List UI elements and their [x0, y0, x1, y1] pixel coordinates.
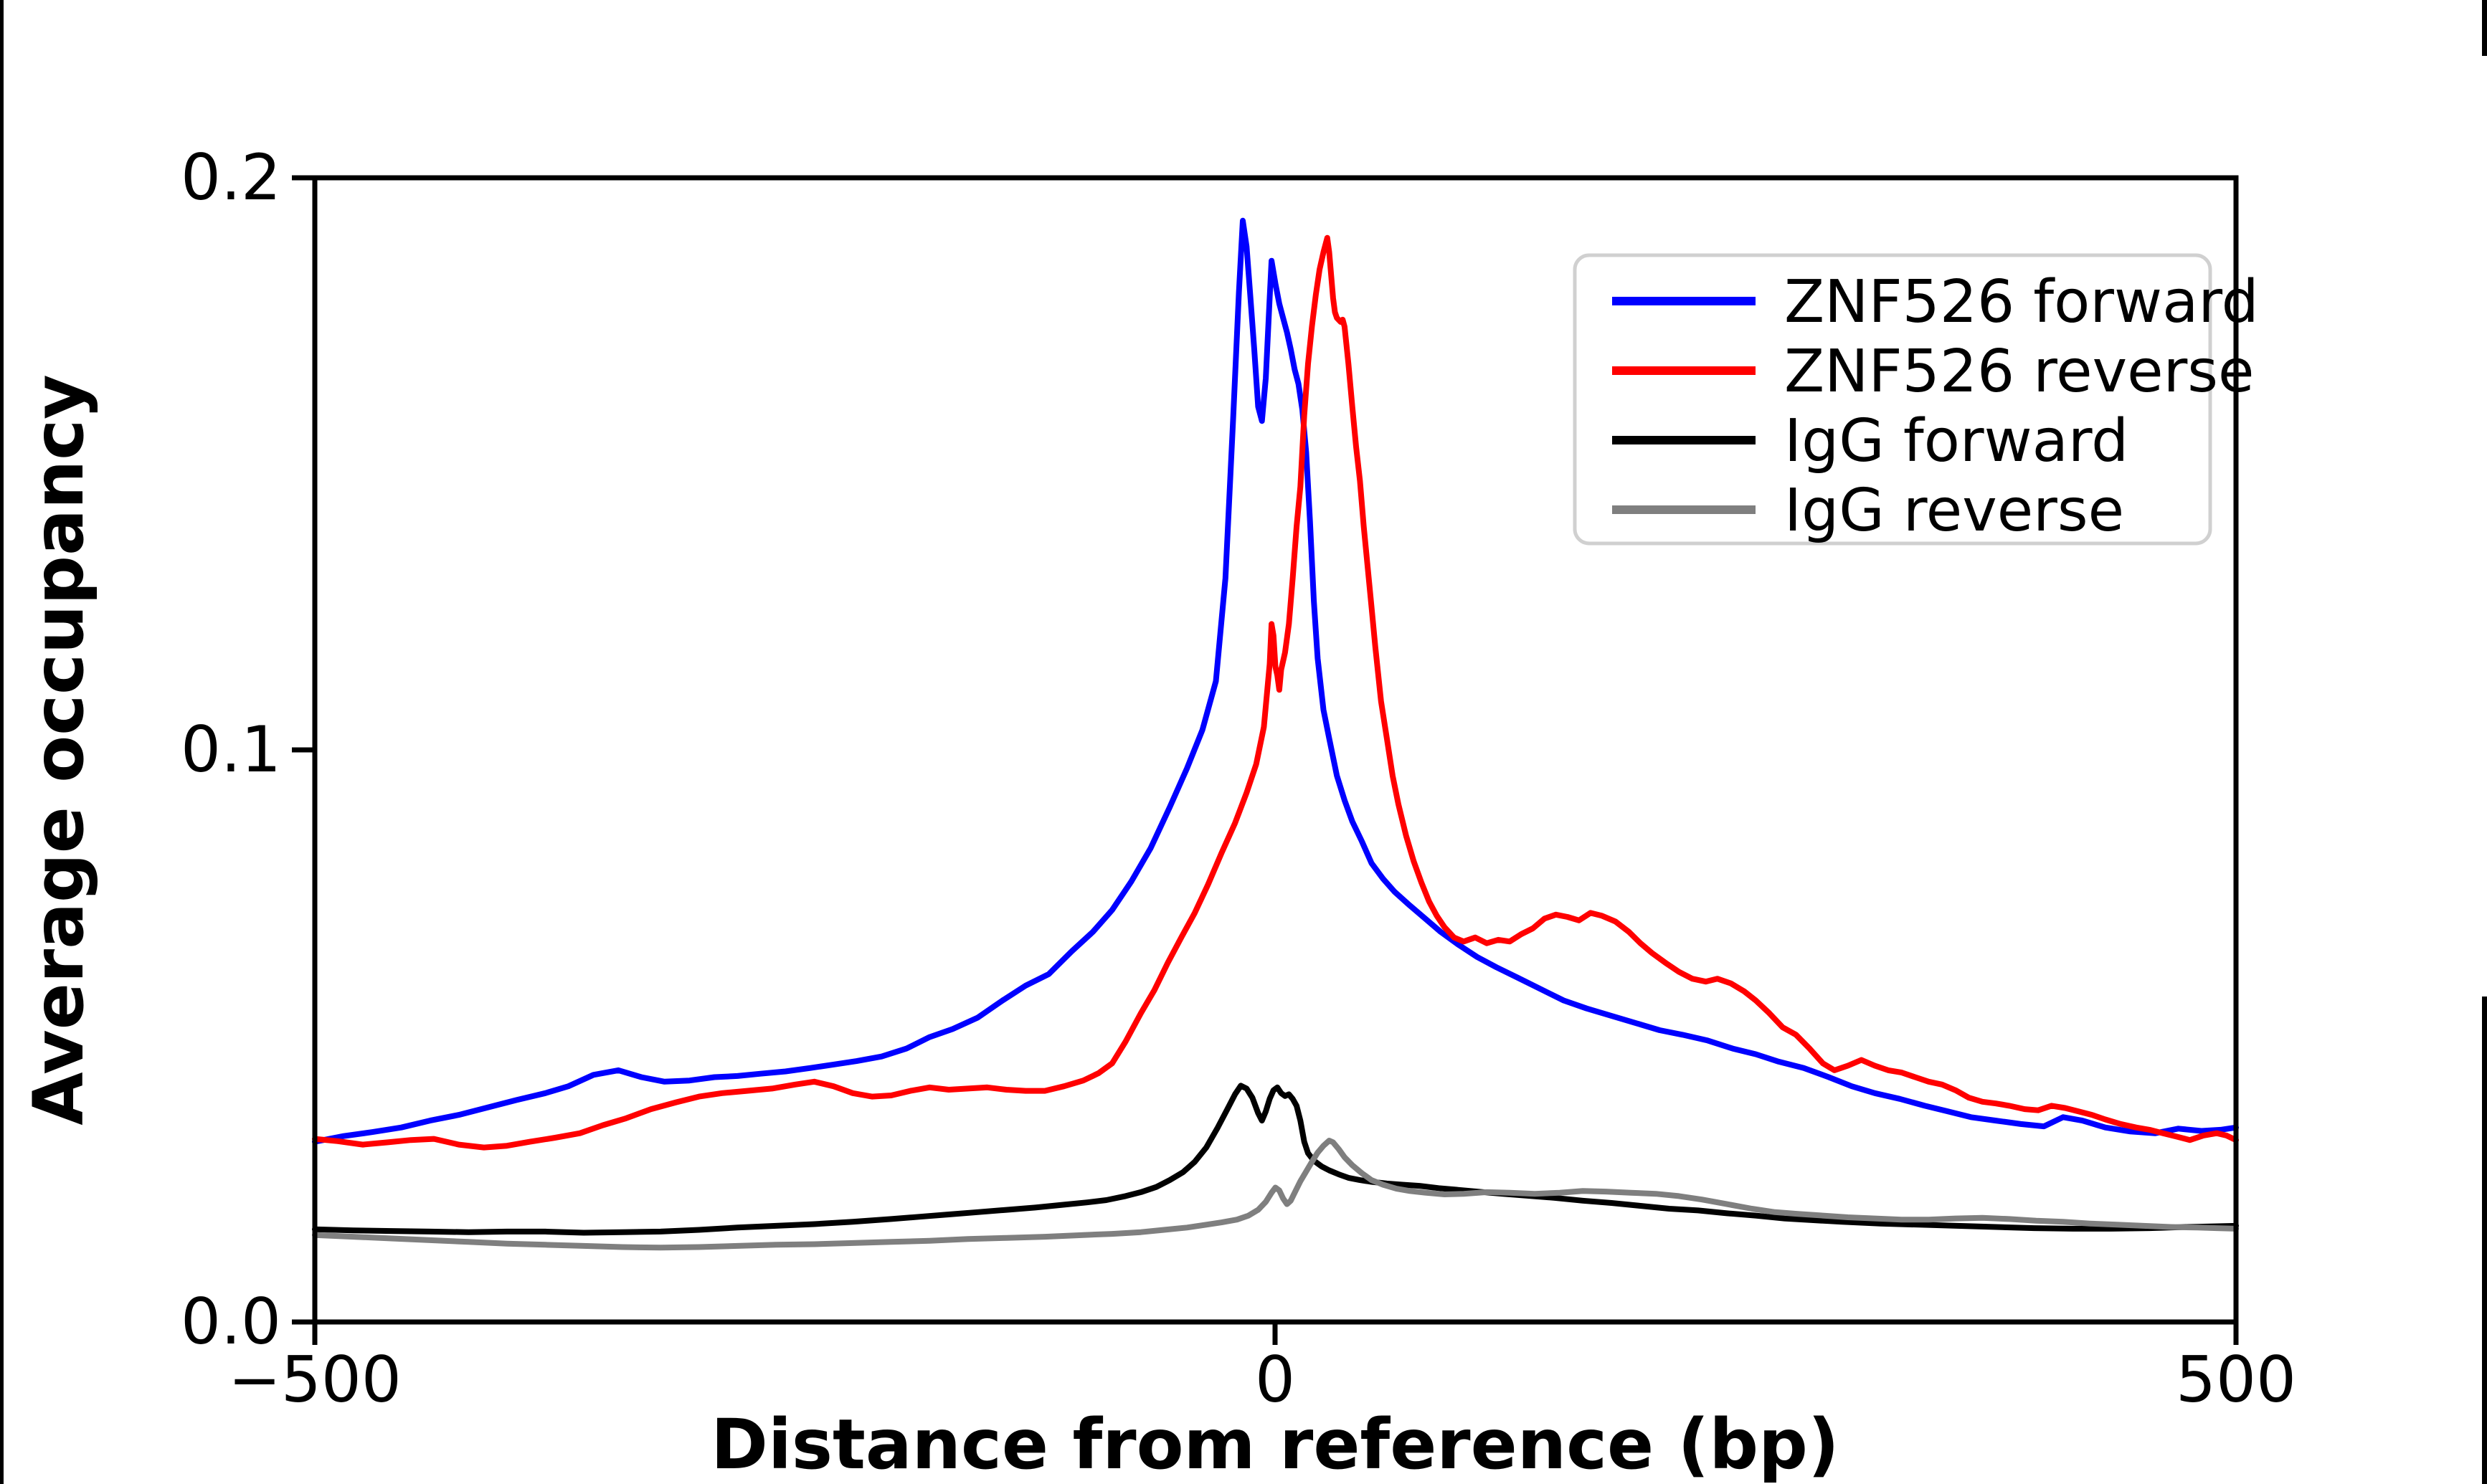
- series-line-znf526-forward: [312, 217, 2239, 1145]
- y-tick-label-0.2: 0.2: [181, 141, 281, 214]
- plot-area: −500 0 500 0.0 0.1 0.2: [181, 141, 2296, 1417]
- legend-item-znf526-forward: ZNF526 forward: [1612, 268, 2259, 336]
- legend-label-igg-reverse: IgG reverse: [1784, 477, 2124, 545]
- y-tick-label-0.0: 0.0: [181, 1285, 281, 1359]
- series-line-znf526-reverse: [312, 234, 2239, 1151]
- x-tick-label-0: 0: [1255, 1343, 1295, 1417]
- legend-item-igg-forward: IgG forward: [1612, 407, 2128, 475]
- series-line-igg-reverse: [312, 1138, 2239, 1251]
- legend: ZNF526 forward ZNF526 reverse IgG forwar…: [1573, 253, 2259, 546]
- y-tick-label-0.1: 0.1: [181, 713, 281, 786]
- legend-label-znf526-reverse: ZNF526 reverse: [1784, 338, 2254, 406]
- legend-item-igg-reverse: IgG reverse: [1612, 477, 2124, 545]
- legend-box: [1573, 253, 2212, 546]
- screen-edge-strip-right-top: [2482, 0, 2487, 56]
- series-lines: [312, 217, 2239, 1251]
- screen-edge-strip-right-bottom: [2482, 997, 2487, 1484]
- screen-edge-strip-left: [0, 0, 4, 1484]
- legend-item-znf526-reverse: ZNF526 reverse: [1612, 338, 2254, 406]
- y-axis-title: Average occupancy: [19, 374, 99, 1125]
- series-line-igg-forward: [312, 1083, 2239, 1236]
- x-axis-title: Distance from reference (bp): [711, 1404, 1839, 1484]
- legend-label-igg-forward: IgG forward: [1784, 407, 2128, 475]
- legend-label-znf526-forward: ZNF526 forward: [1784, 268, 2259, 336]
- x-tick-label-500: 500: [2176, 1343, 2296, 1417]
- x-tick-label-minus500: −500: [228, 1343, 402, 1417]
